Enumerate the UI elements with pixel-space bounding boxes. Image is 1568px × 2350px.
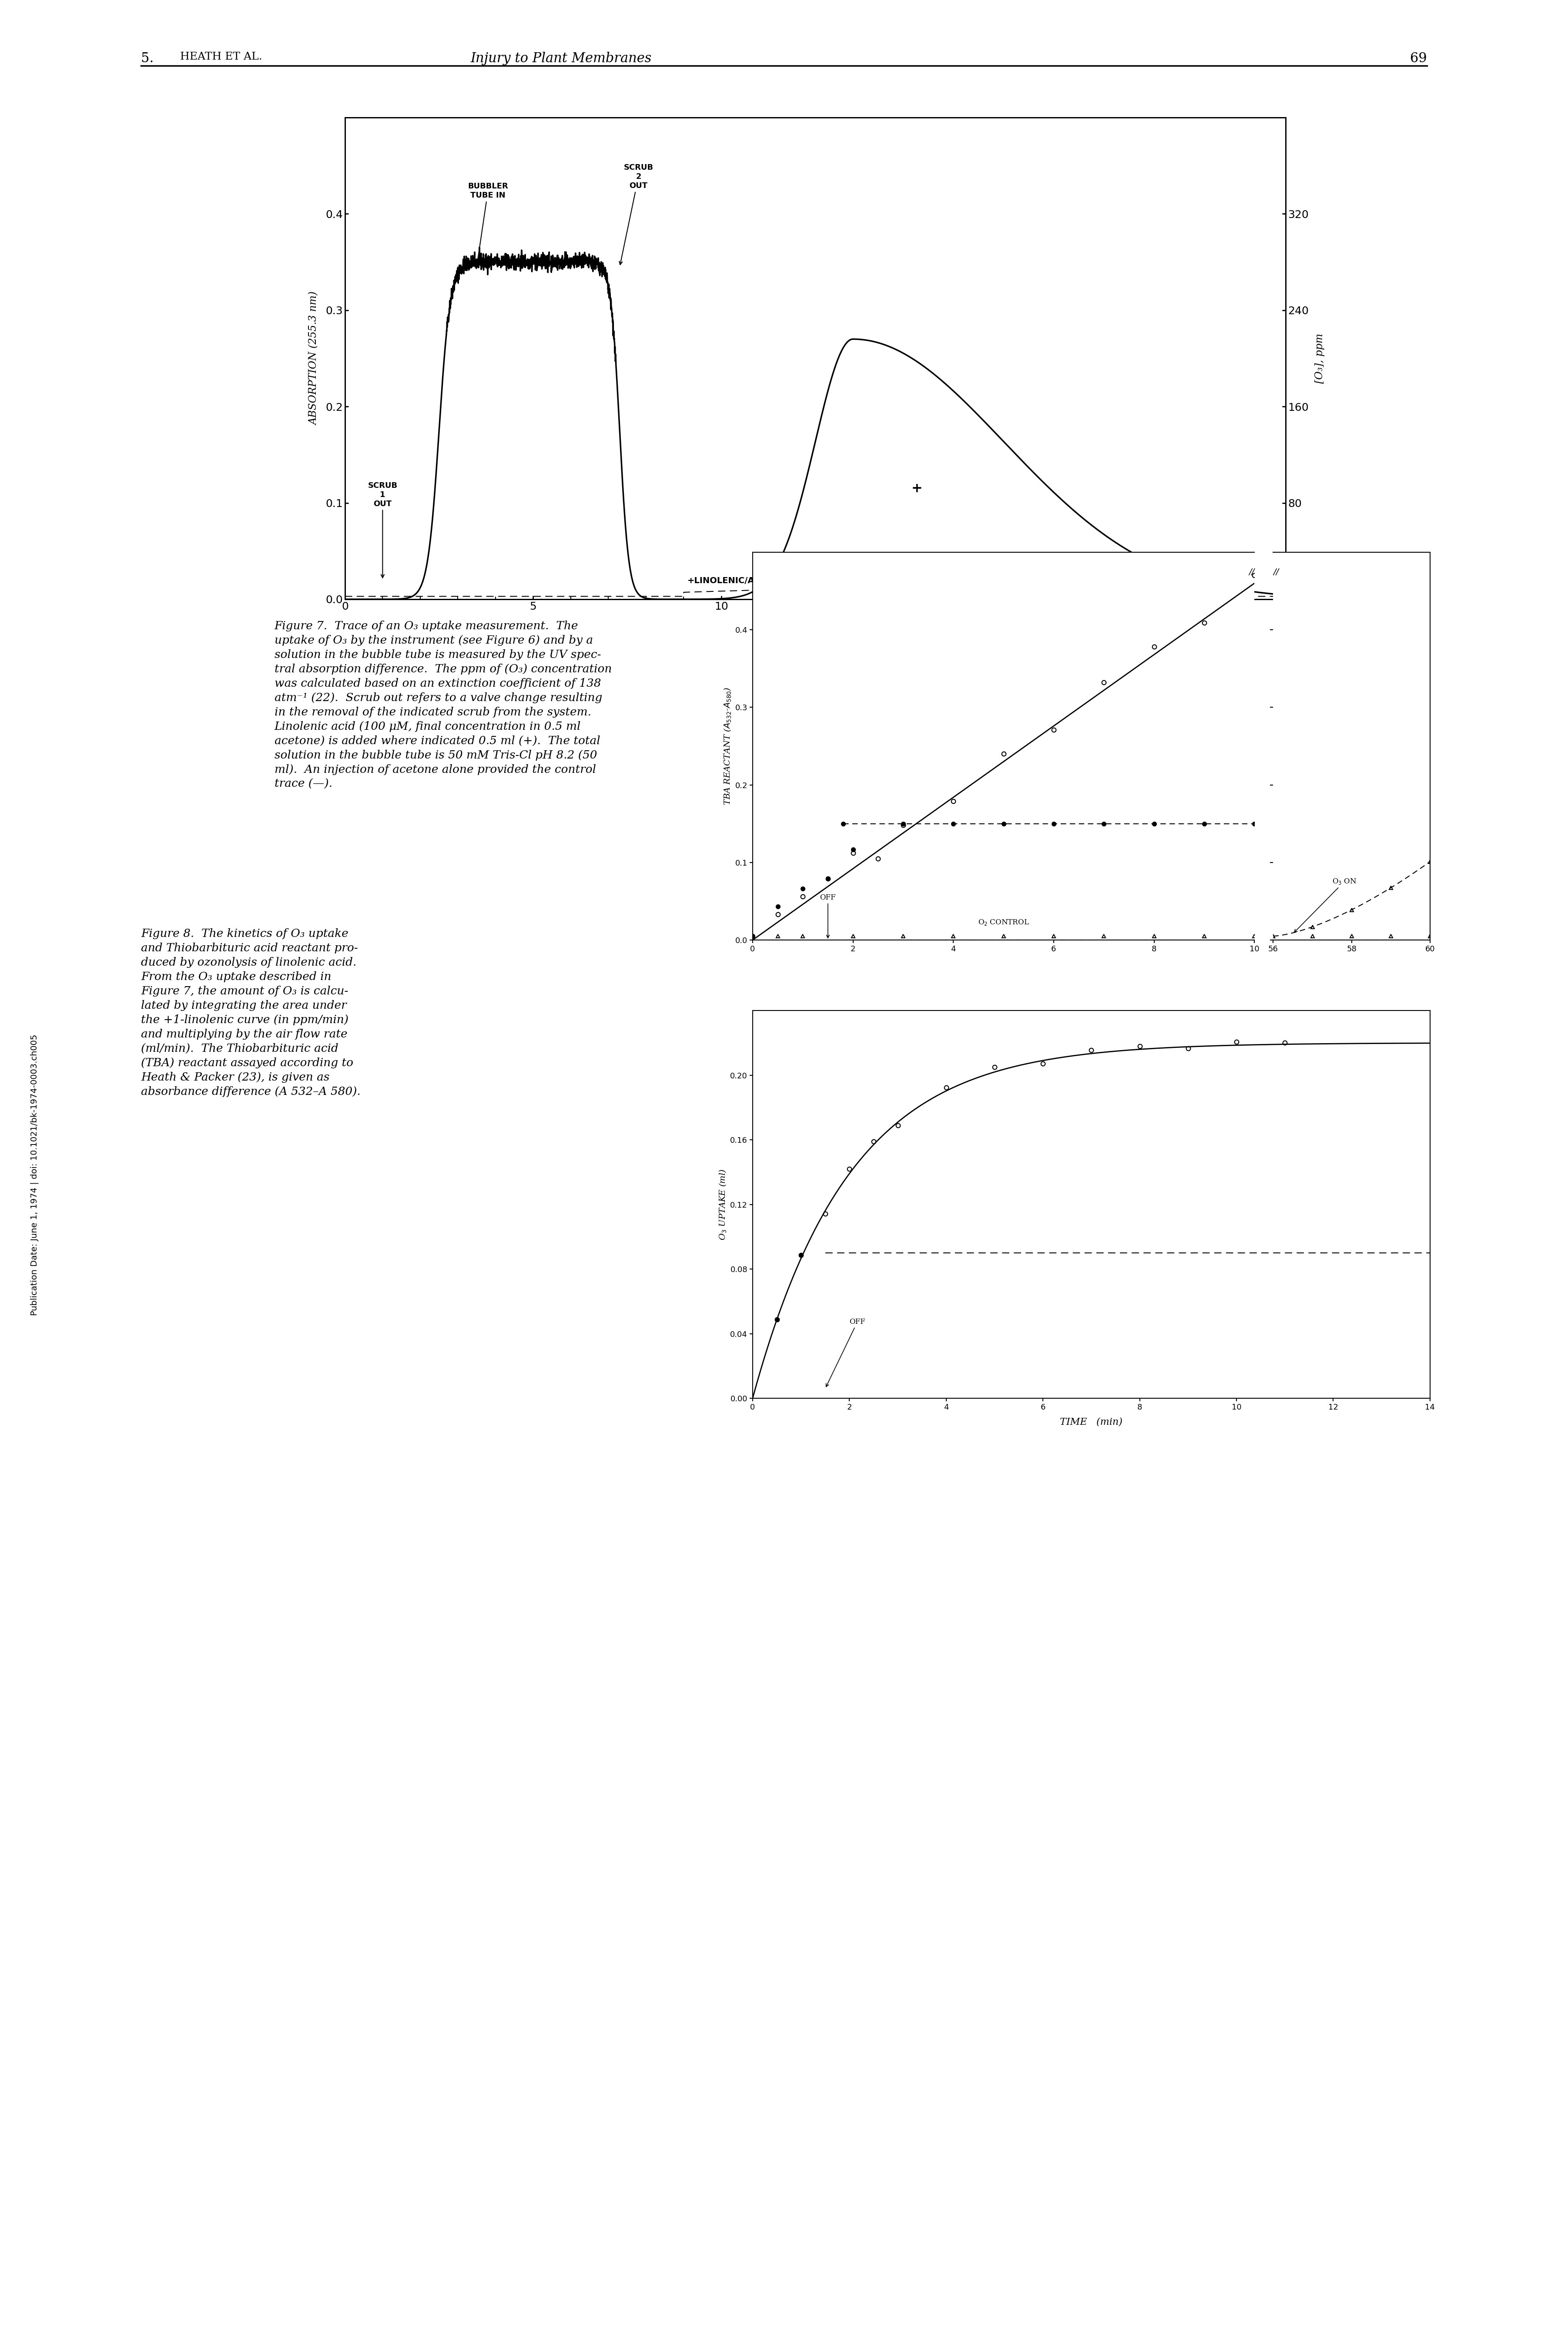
Text: +LINOLENIC/ACETONE: +LINOLENIC/ACETONE <box>687 576 793 585</box>
Text: +: + <box>911 482 922 496</box>
X-axis label: TIME  (min): TIME (min) <box>778 618 853 630</box>
Text: BUBBLER
TUBE IN: BUBBLER TUBE IN <box>467 183 508 266</box>
Text: //: // <box>1273 569 1279 576</box>
Y-axis label: TBA REACTANT ($A_{532}$-$A_{580}$): TBA REACTANT ($A_{532}$-$A_{580}$) <box>723 686 732 806</box>
Text: SCRUB
2
OUT: SCRUB 2 OUT <box>619 165 654 266</box>
Text: O$_3$ ON: O$_3$ ON <box>1294 877 1356 933</box>
Text: 5.: 5. <box>141 52 163 66</box>
Text: Figure 7.  Trace of an O₃ uptake measurement.  The
uptake of O₃ by the instrumen: Figure 7. Trace of an O₃ uptake measurem… <box>274 620 612 790</box>
Text: Figure 8.  The kinetics of O₃ uptake
and Thiobarbituric acid reactant pro-
duced: Figure 8. The kinetics of O₃ uptake and … <box>141 928 361 1097</box>
Y-axis label: O$_3$ UPTAKE (ml): O$_3$ UPTAKE (ml) <box>718 1168 728 1241</box>
Text: HEATH ET AL.: HEATH ET AL. <box>180 52 262 61</box>
X-axis label: TIME   (min): TIME (min) <box>1060 1417 1123 1426</box>
Y-axis label: ABSORPTION (255.3 nm): ABSORPTION (255.3 nm) <box>309 291 320 425</box>
Text: 69: 69 <box>1410 52 1427 66</box>
Y-axis label: [O₃], ppm: [O₃], ppm <box>1314 334 1325 383</box>
Text: Publication Date: June 1, 1974 | doi: 10.1021/bk-1974-0003.ch005: Publication Date: June 1, 1974 | doi: 10… <box>30 1034 39 1316</box>
Text: Injury to Plant Membranes: Injury to Plant Membranes <box>470 52 652 66</box>
Text: SCRUB
1
OUT: SCRUB 1 OUT <box>368 482 397 578</box>
Text: OFF: OFF <box>826 1318 866 1386</box>
Text: O$_2$ CONTROL: O$_2$ CONTROL <box>978 919 1029 926</box>
Text: //: // <box>1248 569 1254 576</box>
Text: OFF: OFF <box>820 893 836 938</box>
